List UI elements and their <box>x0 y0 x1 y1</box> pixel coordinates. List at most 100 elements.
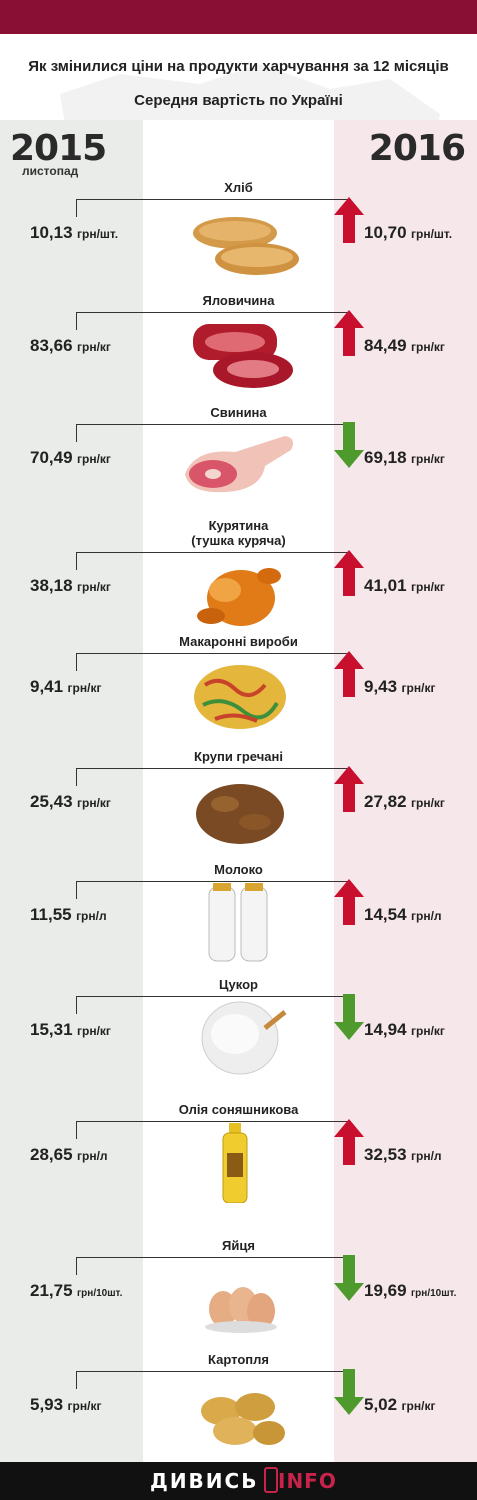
price-2015: 38,18 грн/кг <box>30 576 111 596</box>
price-2015-unit: грн/кг <box>67 1399 102 1413</box>
price-2015-unit: грн/кг <box>77 1024 111 1038</box>
price-2016-value: 69,18 <box>364 448 407 467</box>
page-title: Як змінилися ціни на продукти харчування… <box>28 58 449 75</box>
price-2015: 10,13 грн/шт. <box>30 223 118 243</box>
product-name: Свинина <box>210 405 267 420</box>
price-2015-value: 38,18 <box>30 576 73 595</box>
price-2015-value: 5,93 <box>30 1395 64 1414</box>
month-label: листопад <box>22 164 79 178</box>
price-2016: 41,01 грн/кг <box>364 576 445 596</box>
price-2016: 19,69 грн/10шт. <box>364 1281 456 1301</box>
price-2015-unit: грн/кг <box>77 796 111 810</box>
price-2016: 5,02 грн/кг <box>364 1395 435 1415</box>
product-item: Свинина 70,49 грн/кг 69,18 грн/кг <box>0 405 477 520</box>
chicken-icon <box>197 568 281 626</box>
product-name: Цукор <box>219 977 258 992</box>
price-2016: 32,53 грн/л <box>364 1145 442 1165</box>
price-2016-unit: грн/кг <box>411 1024 445 1038</box>
price-2016-value: 27,82 <box>364 792 407 811</box>
price-2016: 9,43 грн/кг <box>364 677 435 697</box>
milk-icon <box>208 883 268 962</box>
price-2015-value: 9,41 <box>30 677 64 696</box>
price-2015-unit: грн/кг <box>77 580 111 594</box>
arrow-down-icon <box>334 1369 364 1415</box>
price-2016-value: 9,43 <box>364 677 398 696</box>
arrow-up-icon <box>334 310 364 356</box>
product-name: Хліб <box>224 180 253 195</box>
price-2016-unit: грн/л <box>411 1149 442 1163</box>
price-2015-unit: грн/кг <box>77 340 111 354</box>
price-2016-value: 41,01 <box>364 576 407 595</box>
product-name: Макаронні вироби <box>179 634 298 649</box>
arrow-up-icon <box>334 766 364 812</box>
pork-icon <box>185 436 293 493</box>
year-2015-label: 2015 <box>10 128 107 169</box>
price-2015-value: 28,65 <box>30 1145 73 1164</box>
price-2015: 25,43 грн/кг <box>30 792 111 812</box>
price-2016-value: 19,69 <box>364 1281 407 1300</box>
price-2015-unit: грн/10шт. <box>77 1288 123 1299</box>
arrow-down-icon <box>334 1255 364 1301</box>
price-2015-value: 70,49 <box>30 448 73 467</box>
product-name: Олія соняшникова <box>178 1102 299 1117</box>
price-2016-value: 14,54 <box>364 905 407 924</box>
price-2016-unit: грн/кг <box>411 340 445 354</box>
product-name: Курятина (тушка куряча) <box>191 518 286 548</box>
logo-accent-text: INFO <box>278 1469 337 1493</box>
price-2016-unit: грн/кг <box>411 580 445 594</box>
price-2016: 69,18 грн/кг <box>364 448 445 468</box>
beef-icon <box>193 324 293 388</box>
price-2015-value: 15,31 <box>30 1020 73 1039</box>
price-2016-unit: грн/л <box>411 909 442 923</box>
price-2016: 14,54 грн/л <box>364 905 442 925</box>
price-2016-unit: грн/10шт. <box>411 1288 457 1299</box>
price-2015: 9,41 грн/кг <box>30 677 101 697</box>
price-2016-value: 32,53 <box>364 1145 407 1164</box>
price-2015-unit: грн/кг <box>67 681 102 695</box>
oil-bottle-icon <box>222 1123 248 1203</box>
price-2016-unit: грн/кг <box>411 796 445 810</box>
price-2015: 21,75 грн/10шт. <box>30 1281 122 1301</box>
price-2015-unit: грн/шт. <box>77 227 119 241</box>
product-item: Макаронні вироби 9,41 грн/кг 9,43 грн/кг <box>0 634 477 749</box>
product-item: Молоко 11,55 грн/л 14,54 грн/л <box>0 862 477 977</box>
product-item: Хліб 10,13 грн/шт. 10,70 грн/шт. <box>0 180 477 295</box>
price-2016-unit: грн/кг <box>401 681 436 695</box>
arrow-up-icon <box>334 550 364 596</box>
product-item: Цукор 15,31 грн/кг 14,94 грн/кг <box>0 977 477 1092</box>
price-2015-value: 83,66 <box>30 336 73 355</box>
arrow-down-icon <box>334 422 364 468</box>
bread-icon <box>193 217 299 275</box>
arrow-up-icon <box>334 197 364 243</box>
arrow-up-icon <box>334 879 364 925</box>
product-name: Яловичина <box>202 293 275 308</box>
product-name: Картопля <box>208 1352 269 1367</box>
price-2015: 15,31 грн/кг <box>30 1020 111 1040</box>
price-2016-unit: грн/кг <box>401 1399 436 1413</box>
arrow-up-icon <box>334 1119 364 1165</box>
price-2016: 27,82 грн/кг <box>364 792 445 812</box>
price-2015-unit: грн/кг <box>77 452 111 466</box>
product-name: Молоко <box>214 862 263 877</box>
product-item: Крупи гречані 25,43 грн/кг 27,82 грн/кг <box>0 749 477 864</box>
product-item: Курятина (тушка куряча) 38,18 грн/кг 41,01… <box>0 518 477 633</box>
price-2015: 11,55 грн/л <box>30 905 107 925</box>
phone-logo-icon <box>264 1467 278 1493</box>
price-2015: 70,49 грн/кг <box>30 448 111 468</box>
pasta-icon <box>194 665 286 729</box>
price-2016: 10,70 грн/шт. <box>364 223 452 243</box>
page-subtitle: Середня вартість по Україні <box>134 92 343 109</box>
price-2016: 84,49 грн/кг <box>364 336 445 356</box>
price-2016-value: 14,94 <box>364 1020 407 1039</box>
product-item: Яйця 21,75 грн/10шт. 19,69 грн/10шт. <box>0 1238 477 1353</box>
price-2016-unit: грн/шт. <box>411 227 453 241</box>
price-2015: 83,66 грн/кг <box>30 336 111 356</box>
year-2016-label: 2016 <box>368 128 466 169</box>
price-2016-value: 84,49 <box>364 336 407 355</box>
price-2016: 14,94 грн/кг <box>364 1020 445 1040</box>
header: Як змінилися ціни на продукти харчування… <box>0 34 477 209</box>
price-2015-value: 21,75 <box>30 1281 73 1300</box>
price-2015-unit: грн/л <box>76 909 107 923</box>
price-2016-unit: грн/кг <box>411 452 445 466</box>
product-name: Крупи гречані <box>194 749 283 764</box>
